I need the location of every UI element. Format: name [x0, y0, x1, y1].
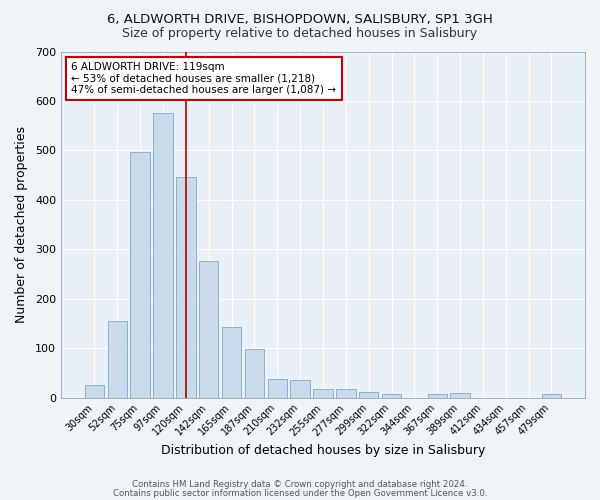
Bar [313, 390, 332, 398]
Bar [428, 394, 447, 398]
Bar [199, 260, 218, 398]
Bar [290, 380, 310, 398]
Bar [176, 176, 196, 398]
Text: 6, ALDWORTH DRIVE, BISHOPDOWN, SALISBURY, SP1 3GH: 6, ALDWORTH DRIVE, BISHOPDOWN, SALISBURY… [107, 12, 493, 26]
Bar [451, 392, 470, 398]
Bar [154, 114, 173, 398]
X-axis label: Distribution of detached houses by size in Salisbury: Distribution of detached houses by size … [161, 444, 485, 458]
Bar [359, 392, 379, 398]
Bar [130, 152, 150, 398]
Bar [107, 321, 127, 398]
Bar [542, 394, 561, 398]
Text: Contains public sector information licensed under the Open Government Licence v3: Contains public sector information licen… [113, 490, 487, 498]
Bar [85, 386, 104, 398]
Bar [245, 349, 264, 398]
Text: Size of property relative to detached houses in Salisbury: Size of property relative to detached ho… [122, 28, 478, 40]
Bar [382, 394, 401, 398]
Text: Contains HM Land Registry data © Crown copyright and database right 2024.: Contains HM Land Registry data © Crown c… [132, 480, 468, 489]
Bar [336, 390, 356, 398]
Bar [222, 327, 241, 398]
Text: 6 ALDWORTH DRIVE: 119sqm
← 53% of detached houses are smaller (1,218)
47% of sem: 6 ALDWORTH DRIVE: 119sqm ← 53% of detach… [71, 62, 337, 95]
Y-axis label: Number of detached properties: Number of detached properties [15, 126, 28, 323]
Bar [268, 379, 287, 398]
